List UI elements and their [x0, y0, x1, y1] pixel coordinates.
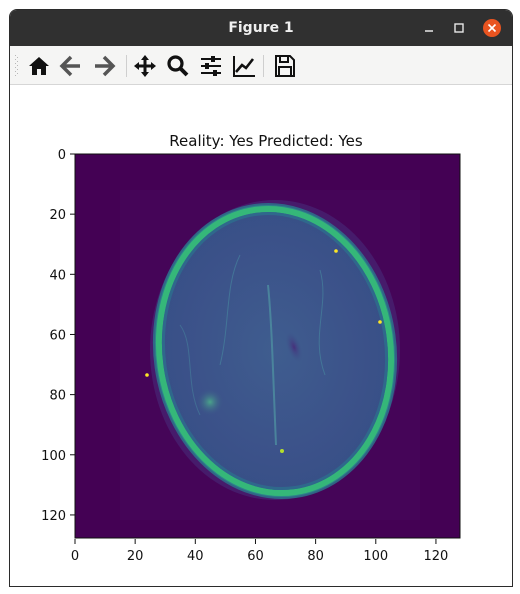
home-icon [29, 57, 49, 75]
x-tick-label: 20 [127, 549, 144, 564]
y-tick-label: 0 [58, 148, 66, 163]
home-button[interactable] [26, 53, 52, 79]
heatmap-plot: Reality: Yes Predicted: Yes [41, 132, 461, 564]
x-tick-label: 60 [247, 549, 264, 564]
x-tick-label: 40 [187, 549, 204, 564]
close-button[interactable] [483, 19, 501, 37]
figure-canvas[interactable]: Reality: Yes Predicted: Yes [10, 85, 512, 586]
maximize-button[interactable] [450, 19, 468, 37]
y-tick-label: 100 [41, 449, 66, 464]
axes-frame [74, 153, 461, 539]
sliders-icon [201, 56, 221, 76]
y-tick-label: 40 [49, 268, 66, 283]
close-icon [483, 19, 501, 37]
y-tick-label: 60 [49, 328, 66, 343]
x-tick-label: 80 [307, 549, 324, 564]
zoom-magnifier-icon [167, 55, 189, 77]
toolbar-separator [126, 55, 127, 77]
back-button[interactable] [58, 53, 84, 79]
minimize-icon [425, 30, 433, 32]
toolbar-grip-icon [15, 55, 18, 76]
forward-arrow-icon [95, 55, 116, 77]
zoom-button[interactable] [165, 53, 191, 79]
window-title: Figure 1 [228, 20, 294, 36]
pan-move-icon [134, 55, 156, 77]
figure-title: Reality: Yes Predicted: Yes [169, 132, 363, 150]
save-button[interactable] [272, 53, 298, 79]
forward-button[interactable] [91, 53, 117, 79]
y-axis: 0 20 40 60 80 100 120 [41, 148, 75, 524]
x-tick-label: 100 [363, 549, 388, 564]
toolbar-separator [263, 55, 264, 77]
x-tick-label: 0 [71, 549, 79, 564]
line-chart-icon [233, 56, 255, 77]
y-tick-label: 80 [49, 389, 66, 404]
y-tick-label: 20 [49, 208, 66, 223]
back-arrow-icon [59, 55, 80, 77]
x-axis: 0 20 40 60 80 100 120 [71, 539, 448, 564]
mri-image [75, 154, 460, 538]
title-bar[interactable]: Figure 1 [10, 10, 512, 46]
pan-button[interactable] [132, 53, 158, 79]
toolbar [10, 46, 512, 85]
maximize-icon [454, 23, 464, 33]
figure-window: Figure 1 [9, 9, 513, 587]
y-tick-label: 120 [41, 509, 66, 524]
minimize-button[interactable] [420, 19, 438, 37]
save-floppy-icon [275, 55, 295, 77]
x-tick-label: 120 [424, 549, 449, 564]
edit-axis-button[interactable] [231, 53, 257, 79]
configure-subplots-button[interactable] [198, 53, 224, 79]
